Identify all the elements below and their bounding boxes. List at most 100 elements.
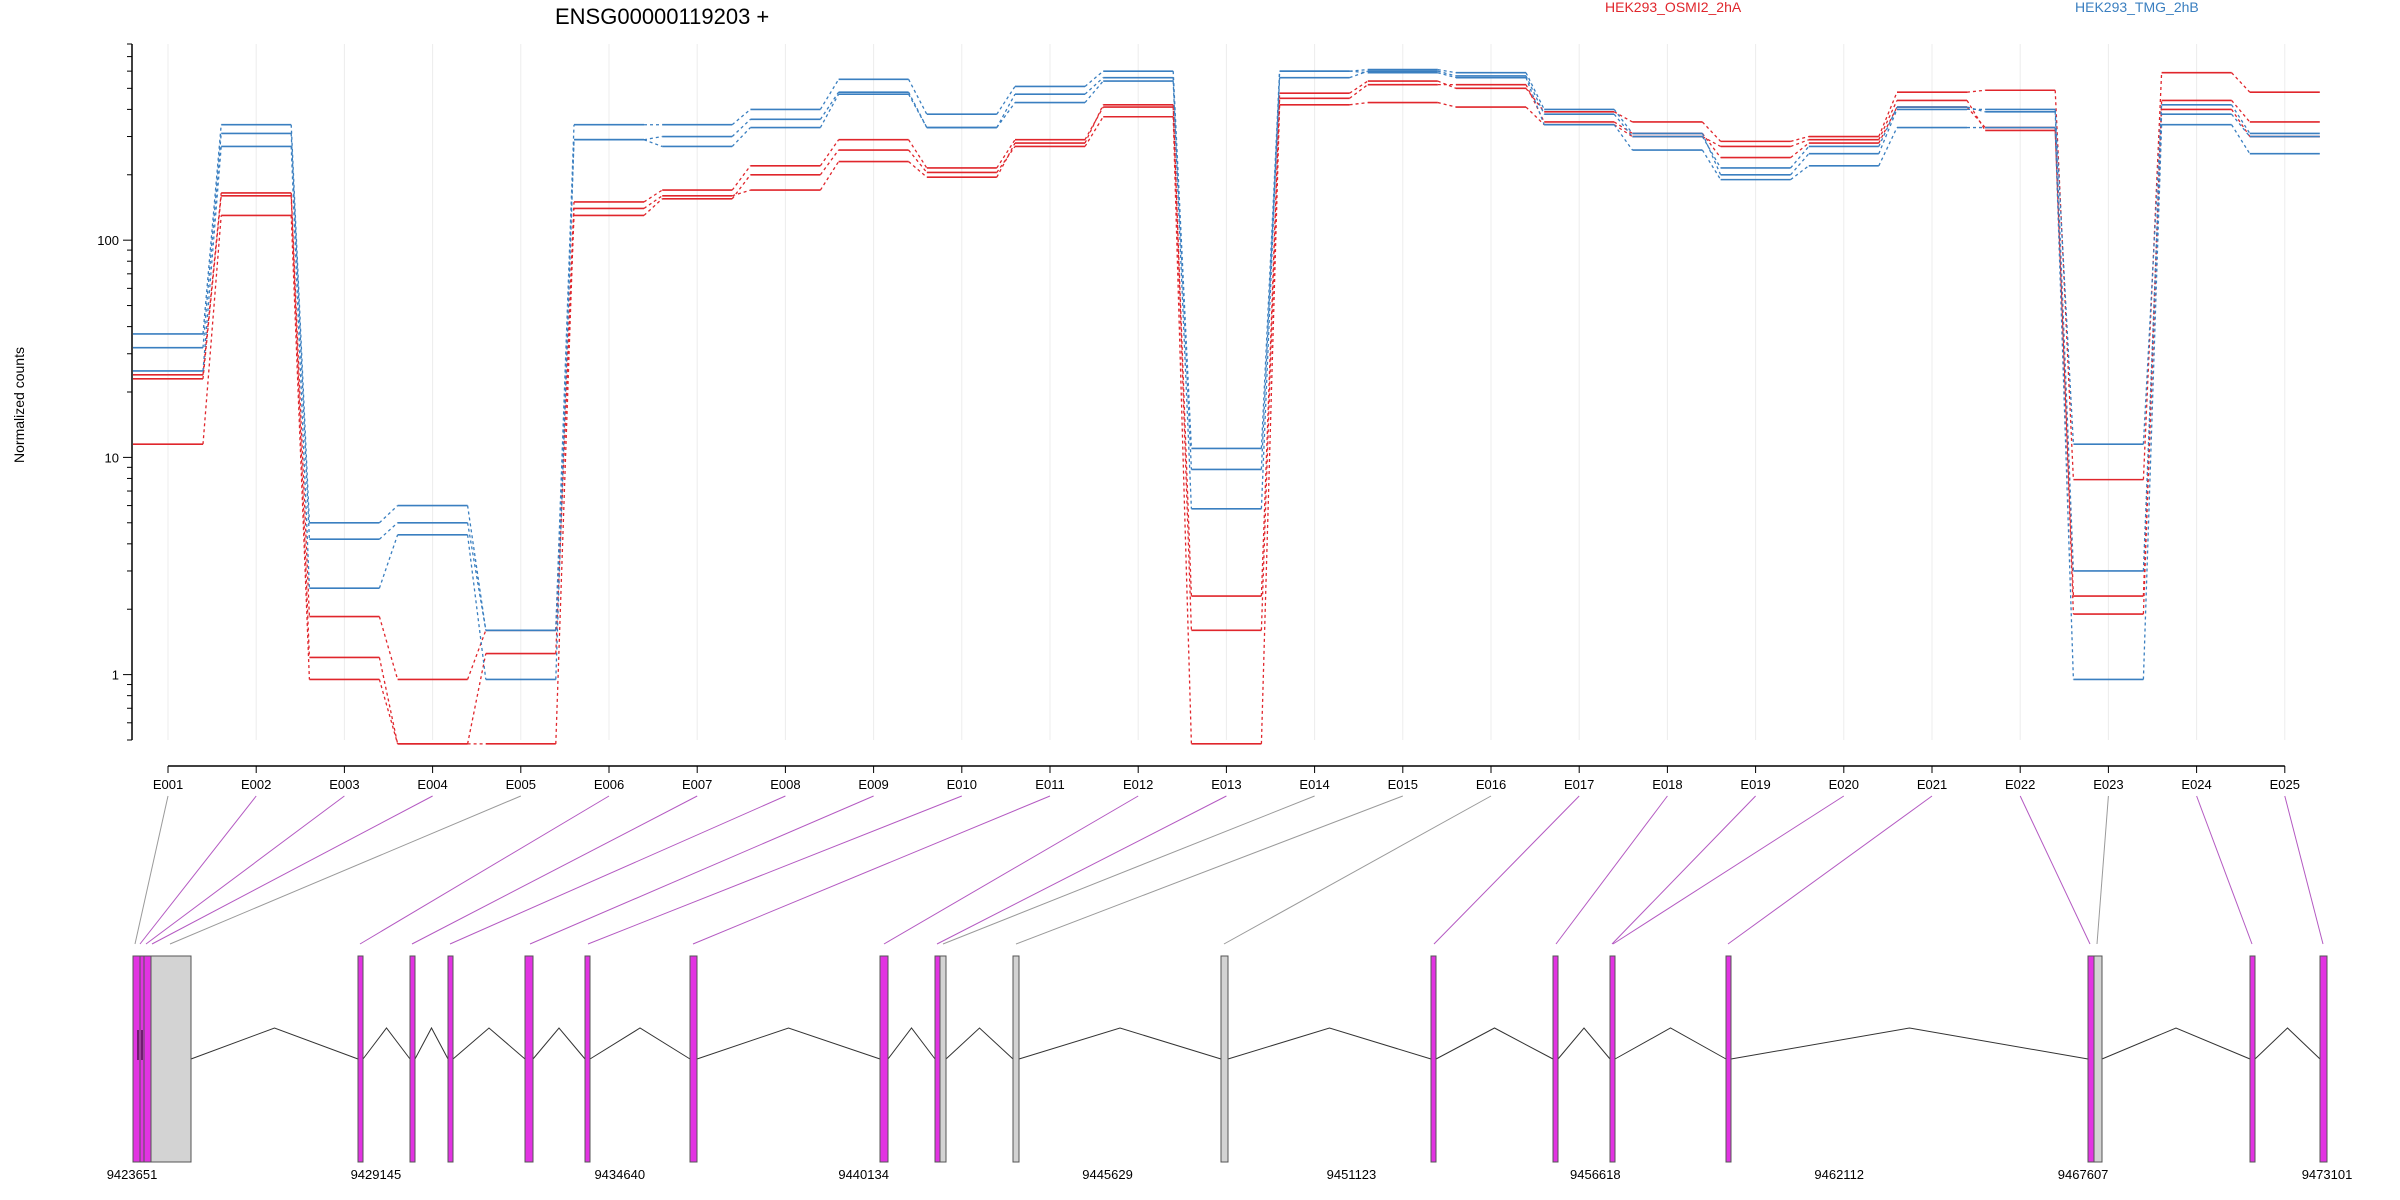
exon-connector: [139, 795, 257, 945]
series-connector: [378, 505, 399, 524]
series-connector: [378, 522, 399, 540]
exon-connector: [936, 795, 1227, 945]
series-connector: [1701, 121, 1722, 142]
series-connector: [378, 657, 399, 744]
series-connector: [1260, 98, 1281, 631]
x-tick-label: E025: [2270, 777, 2300, 792]
series-connector: [202, 215, 222, 445]
series-connector: [1613, 124, 1633, 151]
x-tick-label: E024: [2181, 777, 2211, 792]
intron: [696, 1027, 881, 1060]
series-connector: [202, 146, 222, 372]
series-connector: [1260, 104, 1281, 744]
series-connector: [1701, 133, 1722, 158]
x-tick-label: E013: [1211, 777, 1241, 792]
x-tick-label: E002: [241, 777, 271, 792]
series-connector: [202, 133, 222, 348]
exon-connector: [1611, 795, 1756, 945]
y-axis-label: Normalized counts: [11, 347, 27, 463]
coordinate-label: 9456618: [1570, 1167, 1621, 1182]
x-tick-label: E012: [1123, 777, 1153, 792]
intron: [887, 1027, 936, 1060]
x-tick-label: E016: [1476, 777, 1506, 792]
series-connector: [1084, 80, 1104, 103]
series-connector: [819, 93, 840, 128]
intron: [1614, 1027, 1727, 1060]
exon-connector: [1612, 795, 1845, 945]
series-connector: [1878, 106, 1898, 147]
other-block: [1220, 955, 1229, 1163]
series-connector: [996, 102, 1016, 128]
grid: [167, 44, 2286, 740]
series-connector: [908, 93, 928, 128]
intron: [414, 1026, 449, 1060]
intron: [945, 1027, 1014, 1060]
series-connector: [819, 79, 840, 110]
series-connector: [1613, 108, 1633, 134]
series-connector: [1525, 75, 1545, 115]
series-connector: [996, 139, 1016, 169]
legend-entry-tmg: HEK293_TMG_2hB: [2075, 0, 2199, 15]
x-tick-label: E003: [329, 777, 359, 792]
x-tick-label: E005: [506, 777, 536, 792]
exon-connector: [883, 795, 1139, 945]
intron: [452, 1027, 526, 1060]
y-axis: 1 10 100: [97, 43, 133, 741]
series-connector: [1084, 70, 1104, 87]
exon-block: [132, 955, 141, 1163]
series-connector: [1790, 135, 1809, 142]
series-connector: [1790, 142, 1810, 159]
other-block: [150, 955, 192, 1163]
series-connector: [466, 534, 487, 680]
x-tick-label: E015: [1388, 777, 1418, 792]
coordinate-label: 9445629: [1082, 1167, 1133, 1182]
x-tick-label: E009: [858, 777, 888, 792]
series-connector: [1437, 101, 1457, 108]
exon-block: [689, 955, 698, 1163]
exon-connector: [529, 795, 874, 945]
series-connector: [1878, 109, 1898, 154]
series-connector: [819, 91, 840, 120]
series-connector: [2231, 124, 2251, 155]
series-connector: [1701, 136, 1722, 169]
x-tick-label: E022: [2005, 777, 2035, 792]
exon-block: [409, 955, 416, 1163]
x-tick-label: E023: [2093, 777, 2123, 792]
exon-connector: [1433, 795, 1580, 945]
exon-connector: [151, 795, 433, 945]
intron: [532, 1027, 586, 1060]
intron: [362, 1027, 411, 1060]
series-connector: [1966, 100, 1986, 131]
series-connector: [378, 534, 399, 589]
series-connector: [731, 127, 751, 147]
x-tick-label: E001: [153, 777, 183, 792]
other-block: [2093, 955, 2103, 1163]
series-connector: [378, 679, 399, 745]
series-connector: [1613, 124, 1633, 138]
series-connector: [643, 198, 663, 216]
intron: [1227, 1027, 1432, 1060]
series-connector: [731, 174, 751, 200]
series-connector: [908, 149, 928, 173]
other-block: [1012, 955, 1020, 1163]
series-connector: [202, 195, 222, 379]
x-tick-label: E007: [682, 777, 712, 792]
exon-block: [1609, 955, 1616, 1163]
series-connector: [2231, 109, 2251, 137]
series-connector: [1084, 106, 1104, 141]
exon-connector: [1015, 795, 1403, 945]
series-connector: [732, 189, 751, 197]
intron: [1557, 1027, 1611, 1060]
series-connector: [555, 139, 575, 680]
other-block: [939, 955, 947, 1163]
exon-connector: [2196, 795, 2253, 945]
series-connector: [2054, 109, 2075, 445]
series-connector: [1966, 106, 1986, 128]
exon-connectors: [134, 795, 2324, 945]
exon-connector: [2019, 795, 2091, 945]
intron: [1730, 1027, 2089, 1060]
series-connector: [1172, 104, 1193, 631]
series-connector: [290, 195, 311, 658]
series-connector: [819, 139, 840, 167]
series-connector: [466, 522, 487, 631]
